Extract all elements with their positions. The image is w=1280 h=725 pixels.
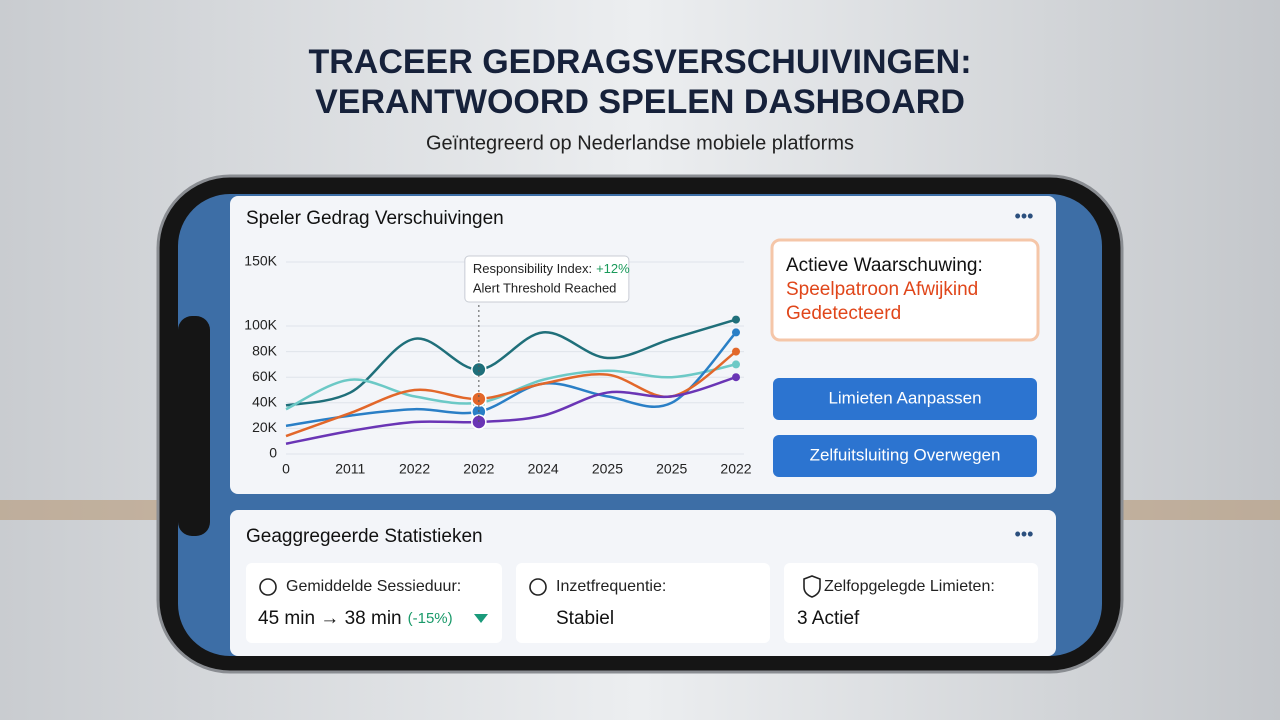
y-tick-label: 0 — [269, 445, 277, 461]
down-arrow — [474, 614, 488, 623]
end-point — [732, 373, 740, 382]
alert-text: Gedetecteerd — [786, 303, 901, 324]
end-point — [732, 328, 740, 337]
annotation-note: Alert Threshold Reached — [473, 280, 617, 295]
stat-value: 45 min → 38 min (-15%) — [258, 608, 453, 629]
notch — [178, 316, 210, 536]
annotation-label: Responsibility Index: — [473, 261, 592, 276]
stats-title: Geaggregeerde Statistieken — [246, 526, 483, 547]
alert-box — [770, 238, 1040, 342]
stat-label: Gemiddelde Sessieduur: — [286, 578, 461, 595]
button[interactable]: Zelfuitsluiting Overwegen — [773, 435, 1037, 477]
end-point — [732, 315, 740, 324]
stat-change: (-15%) — [408, 610, 453, 627]
stat-value: 3 Actief — [797, 608, 860, 629]
page-title: VERANTWOORD SPELEN DASHBOARD — [315, 83, 965, 121]
series-line — [285, 376, 737, 445]
button-bg[interactable] — [773, 378, 1037, 420]
end-point — [732, 347, 740, 356]
x-tick-label: 2022 — [720, 461, 751, 477]
plot: 0 20K 40K 60K 80K 100K 150K 0 2011 2022 2022 2024 20… — [244, 253, 751, 477]
marker — [471, 361, 487, 378]
x-tick-label: 0 — [282, 461, 290, 477]
y-tick-label: 60K — [252, 368, 278, 384]
clock-icon — [259, 578, 277, 596]
y-tick-label: 100K — [244, 317, 277, 333]
annotation-text: Responsibility Index: +12% — [473, 261, 630, 276]
stat-card — [784, 563, 1038, 643]
stat-card — [516, 563, 770, 643]
y-tick-label: 150K — [244, 253, 277, 269]
coin-icon — [529, 578, 547, 596]
button[interactable]: Limieten Aanpassen — [773, 378, 1037, 420]
series-line — [285, 318, 737, 407]
series-line — [285, 331, 737, 428]
button-bg[interactable] — [773, 435, 1037, 477]
stat-label: Zelfopgelegde Limieten: — [824, 578, 995, 595]
x-tick-label: 2011 — [335, 461, 365, 477]
marker — [471, 391, 487, 407]
menu-dots[interactable]: ••• — [1015, 206, 1034, 226]
end-point — [732, 360, 740, 369]
x-tick-label: 2025 — [592, 461, 623, 477]
x-tick-label: 2022 — [463, 461, 494, 477]
button-label[interactable]: Zelfuitsluiting Overwegen — [810, 445, 1001, 464]
shield-icon — [803, 575, 821, 598]
y-tick-label: 40K — [252, 394, 278, 410]
y-tick-label: 80K — [252, 342, 278, 358]
x-tick-label: 2025 — [656, 461, 687, 477]
stat-card — [246, 563, 502, 643]
stat-label: Inzetfrequentie: — [556, 578, 666, 595]
menu-dots[interactable]: ••• — [1015, 524, 1034, 544]
stat-value: 45 min → 38 min — [258, 608, 402, 629]
page-title: TRACEER GEDRAGSVERSCHUIVINGEN: — [308, 43, 971, 81]
annotation-change: +12% — [596, 261, 630, 276]
y-tick-label: 20K — [252, 419, 278, 435]
x-tick-label: 2022 — [399, 461, 430, 477]
x-tick-label: 2024 — [528, 461, 559, 477]
stat-value: Stabiel — [556, 608, 614, 629]
alert-heading: Actieve Waarschuwing: — [786, 255, 983, 276]
button-label[interactable]: Limieten Aanpassen — [828, 388, 981, 407]
chart-title: Speler Gedrag Verschuivingen — [246, 208, 504, 229]
annotation-box — [464, 255, 630, 303]
page-subtitle: Geïntegreerd op Nederlandse mobiele plat… — [426, 132, 854, 154]
alert-text: Speelpatroon Afwijkind — [786, 279, 978, 300]
